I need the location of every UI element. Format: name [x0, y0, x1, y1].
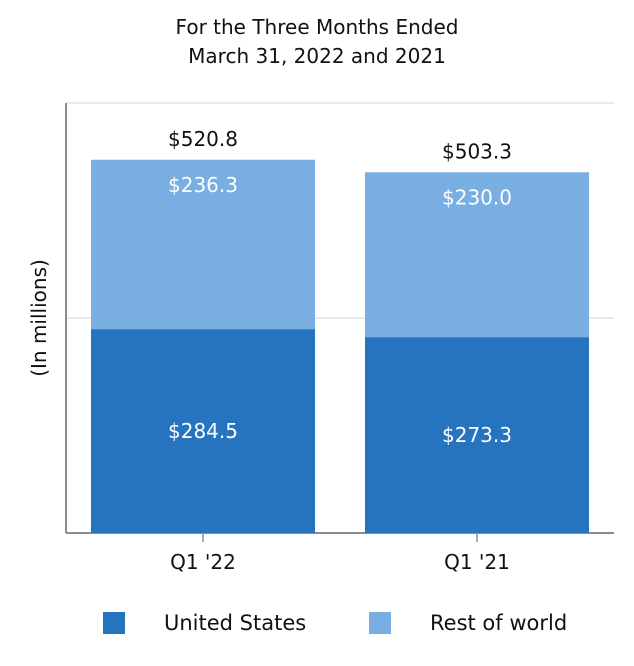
stacked-bar-chart: (In millions) $284.5 $236.3 $520.8 Q1 '22 $27… — [27, 102, 614, 574]
legend-swatch-rest-of-world — [369, 612, 391, 634]
bar-rest-of-world-q1-22 — [91, 159, 315, 330]
legend-label-rest-of-world: Rest of world — [430, 611, 568, 635]
x-tick-label-q1-21: Q1 '21 — [444, 550, 510, 574]
bar-rest-of-world-q1-21 — [365, 172, 589, 338]
x-tick-label-q1-22: Q1 '22 — [170, 550, 236, 574]
chart-title-line-1: For the Three Months Ended — [175, 15, 459, 39]
legend-label-united-states: United States — [164, 611, 307, 635]
total-label-q1-21: $503.3 — [442, 139, 512, 163]
legend-swatch-united-states — [103, 612, 125, 634]
total-label-q1-22: $520.8 — [168, 127, 238, 151]
data-label-rest-of-world-q1-22: $236.3 — [168, 173, 238, 197]
chart-title-line-2: March 31, 2022 and 2021 — [188, 44, 446, 68]
bar-united-states-q1-22 — [91, 329, 315, 533]
data-label-rest-of-world-q1-21: $230.0 — [442, 185, 512, 209]
data-label-united-states-q1-22: $284.5 — [168, 419, 238, 443]
bar-united-states-q1-21 — [365, 337, 589, 533]
y-axis-label: (In millions) — [27, 259, 51, 377]
data-label-united-states-q1-21: $273.3 — [442, 423, 512, 447]
